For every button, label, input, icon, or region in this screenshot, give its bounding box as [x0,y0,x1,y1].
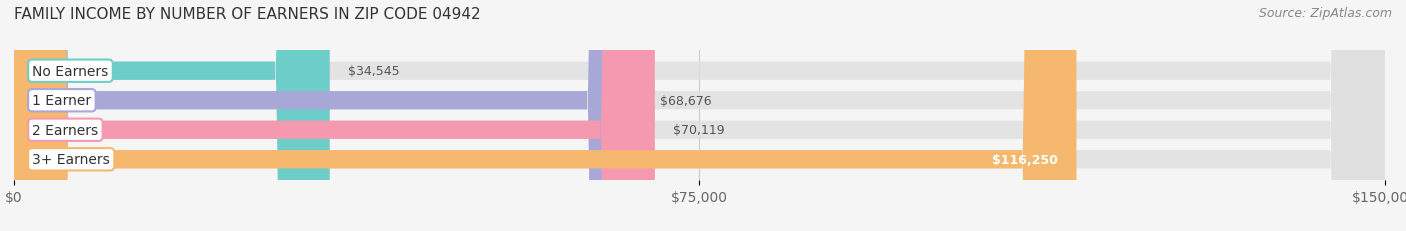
Text: Source: ZipAtlas.com: Source: ZipAtlas.com [1258,7,1392,20]
FancyBboxPatch shape [14,0,1385,231]
FancyBboxPatch shape [14,0,330,231]
Text: $70,119: $70,119 [673,124,724,137]
FancyBboxPatch shape [14,0,1385,231]
Text: $68,676: $68,676 [659,94,711,107]
FancyBboxPatch shape [14,0,1385,231]
FancyBboxPatch shape [14,0,1385,231]
FancyBboxPatch shape [14,0,1077,231]
FancyBboxPatch shape [14,0,655,231]
Text: 1 Earner: 1 Earner [32,94,91,108]
Text: $34,545: $34,545 [349,65,399,78]
Text: No Earners: No Earners [32,64,108,78]
Text: FAMILY INCOME BY NUMBER OF EARNERS IN ZIP CODE 04942: FAMILY INCOME BY NUMBER OF EARNERS IN ZI… [14,7,481,22]
Text: 3+ Earners: 3+ Earners [32,153,110,167]
Text: $116,250: $116,250 [993,153,1059,166]
FancyBboxPatch shape [14,0,641,231]
Text: 2 Earners: 2 Earners [32,123,98,137]
